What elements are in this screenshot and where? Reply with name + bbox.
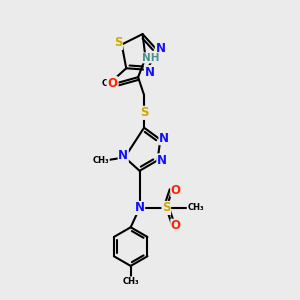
Text: N: N [144,66,154,79]
Text: CH₃: CH₃ [102,79,118,88]
Text: S: S [162,202,171,214]
Text: S: S [114,37,122,50]
Text: O: O [107,76,117,90]
Text: CH₃: CH₃ [93,156,109,165]
Text: N: N [118,149,128,162]
Text: N: N [135,202,145,214]
Text: S: S [140,106,148,119]
Text: NH: NH [142,53,160,63]
Text: N: N [157,154,167,167]
Text: N: N [155,42,165,55]
Text: O: O [171,219,181,232]
Text: N: N [159,132,169,145]
Text: CH₃: CH₃ [122,277,139,286]
Text: CH₃: CH₃ [187,203,204,212]
Text: O: O [171,184,181,196]
